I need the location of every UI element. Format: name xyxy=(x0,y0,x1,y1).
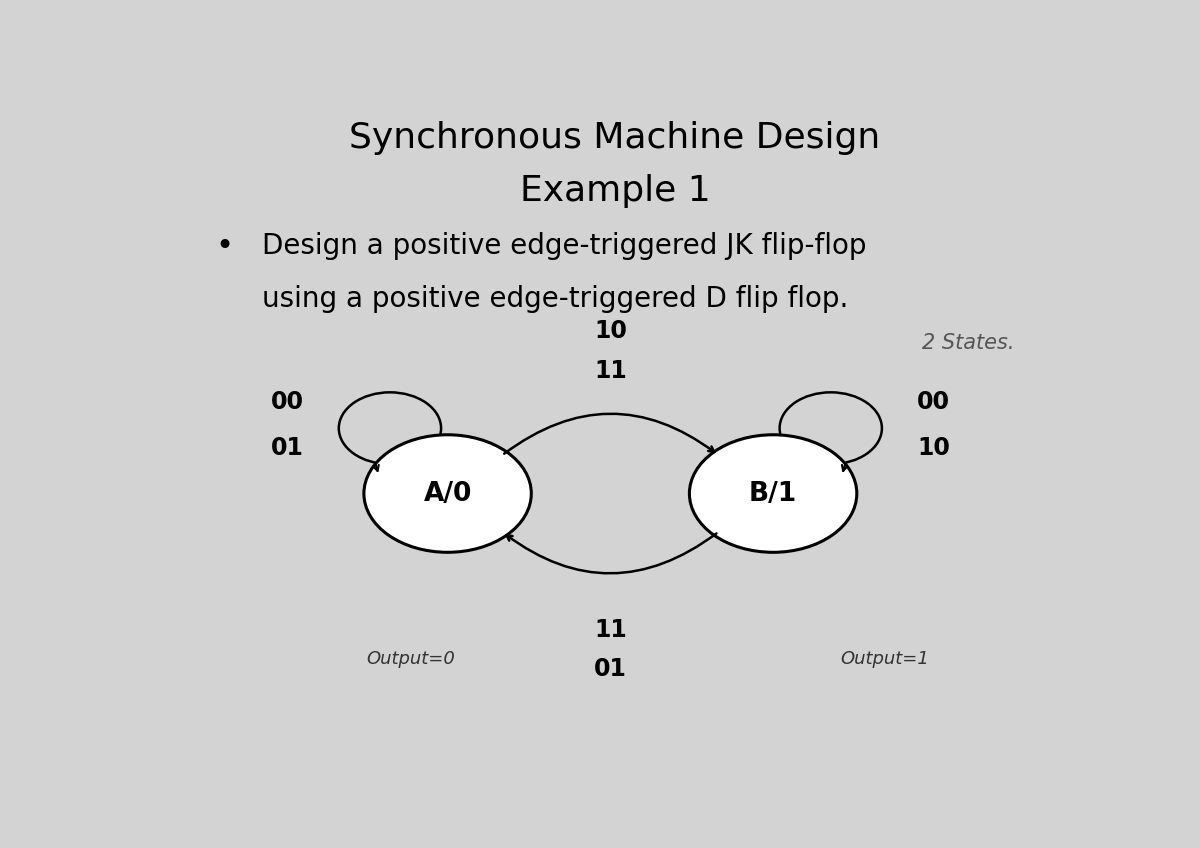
Text: 11: 11 xyxy=(594,359,626,382)
Text: Synchronous Machine Design: Synchronous Machine Design xyxy=(349,121,881,155)
Text: 2 States.: 2 States. xyxy=(923,333,1015,354)
Text: 00: 00 xyxy=(270,390,304,414)
Text: 10: 10 xyxy=(594,320,626,343)
Text: 00: 00 xyxy=(917,390,950,414)
Circle shape xyxy=(364,435,532,552)
Text: 11: 11 xyxy=(594,617,626,642)
Text: Output=1: Output=1 xyxy=(840,650,929,668)
Text: using a positive edge-triggered D flip flop.: using a positive edge-triggered D flip f… xyxy=(262,285,848,313)
Text: 10: 10 xyxy=(917,436,950,460)
Text: 01: 01 xyxy=(270,436,304,460)
Circle shape xyxy=(689,435,857,552)
Text: A/0: A/0 xyxy=(424,481,472,506)
Text: 01: 01 xyxy=(594,656,626,681)
Text: B/1: B/1 xyxy=(749,481,797,506)
Text: Example 1: Example 1 xyxy=(520,174,710,208)
Text: •: • xyxy=(215,232,233,261)
Text: Design a positive edge-triggered JK flip-flop: Design a positive edge-triggered JK flip… xyxy=(262,232,866,260)
Text: Output=0: Output=0 xyxy=(366,650,455,668)
